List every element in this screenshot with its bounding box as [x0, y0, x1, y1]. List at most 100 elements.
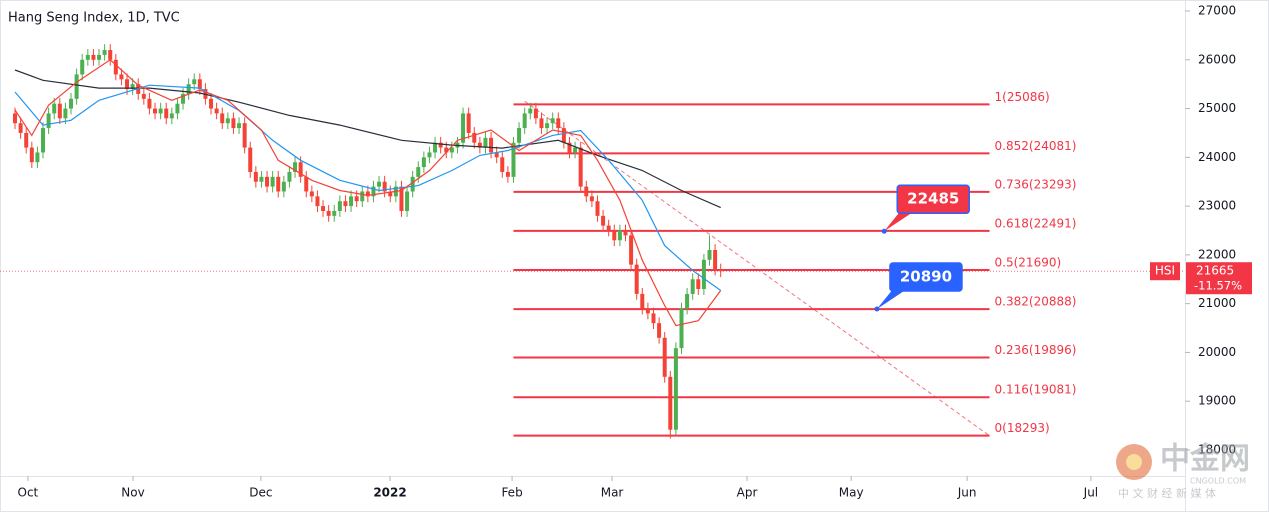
candle-body [629, 235, 634, 265]
candle-body [449, 147, 454, 153]
candle-body [500, 157, 505, 172]
callout-point [881, 228, 887, 234]
candle-body [63, 108, 68, 119]
moving-average [14, 69, 721, 209]
candle-body [595, 201, 600, 216]
candle-body [433, 142, 438, 153]
y-tick-label: 27000 [1198, 4, 1236, 18]
y-tick-label: 23000 [1198, 199, 1236, 213]
y-tick-label: 24000 [1198, 150, 1236, 164]
candle-body [69, 98, 74, 109]
candle-body [668, 376, 673, 430]
candle-body [461, 113, 466, 143]
candle-body [125, 79, 130, 90]
candle-body [209, 98, 214, 109]
candle-body [696, 279, 701, 290]
callout-label: 20890 [900, 268, 952, 286]
candle-body [545, 123, 550, 129]
candle-body [332, 210, 337, 216]
candle-body [584, 186, 589, 197]
candle-body [298, 162, 303, 177]
candle-body [685, 293, 690, 309]
candle-body [550, 118, 555, 124]
watermark-brand: 中金网 [1160, 442, 1250, 477]
candle-body [662, 337, 667, 377]
candle-body [337, 201, 342, 211]
candle-body [522, 113, 527, 129]
candle-body [97, 54, 102, 60]
y-tick-label: 19000 [1198, 394, 1236, 408]
candle-body [713, 249, 718, 270]
candle-body [623, 230, 628, 236]
candle-body [293, 162, 298, 172]
symbol-label: HSI [1155, 264, 1175, 278]
candle-body [511, 142, 516, 177]
moving-average [14, 59, 722, 327]
candle-body [259, 176, 264, 182]
candle-body [35, 152, 40, 163]
candle-body [388, 191, 393, 197]
x-tick-label: Feb [501, 486, 522, 500]
callout-pointer [876, 289, 907, 310]
last-price-label: 21665 [1196, 264, 1234, 278]
plot: 18000 19000 20000 21000 22000 23000 24000 25000… [0, 4, 1236, 500]
fib-label: 0.236(19896) [995, 343, 1077, 357]
watermark-logo-core [1126, 454, 1142, 470]
candle-body [74, 74, 79, 99]
candle-body [130, 84, 135, 90]
candle-body [410, 176, 415, 192]
y-tick-label: 25000 [1198, 101, 1236, 115]
candle-body [57, 103, 62, 119]
candle-body [444, 147, 449, 153]
candle-body [472, 132, 477, 143]
candle-body [438, 142, 443, 148]
watermark-site: CNGOLD.COM [1190, 477, 1246, 486]
candle-body [505, 171, 510, 177]
candle-body [371, 186, 376, 197]
candle-body [281, 181, 286, 192]
candle-body [427, 152, 432, 158]
candle-body [231, 118, 236, 129]
candle-body [220, 113, 225, 124]
x-tick-label: Mar [601, 486, 624, 500]
candle-body [52, 103, 57, 114]
candle-body [377, 181, 382, 187]
candle-body [477, 142, 482, 148]
candle-body [360, 191, 365, 202]
candle-body [46, 113, 51, 129]
candle-body [153, 108, 158, 114]
y-tick-label: 21000 [1198, 296, 1236, 310]
candle-body [494, 152, 499, 158]
candle-body [651, 313, 656, 324]
x-tick-label: 2022 [373, 486, 406, 500]
candle-body [606, 225, 611, 231]
x-tick-label: Oct [18, 486, 39, 500]
candle-body [612, 230, 617, 241]
candle-body [13, 113, 18, 124]
candle-body [85, 54, 90, 60]
y-tick-label: 18000 [1198, 442, 1236, 456]
candle-body [673, 348, 678, 430]
candle-body [349, 196, 354, 207]
candle-body [186, 84, 191, 94]
candle-body [41, 128, 46, 153]
chart-title: Hang Seng Index, 1D, TVC [8, 11, 180, 26]
candle-body [175, 103, 180, 114]
candle-body [365, 191, 370, 197]
moving-average [14, 84, 722, 291]
x-tick-label: May [839, 486, 864, 500]
candle-body [309, 191, 314, 197]
candle-body [237, 123, 242, 129]
y-tick-label: 26000 [1198, 52, 1236, 66]
callout-pointer [884, 211, 915, 232]
candle-body [528, 108, 533, 114]
fib-label: 0.618(22491) [995, 216, 1077, 230]
candle-body [645, 308, 650, 314]
candle-body [29, 147, 34, 163]
candle-body [253, 171, 258, 182]
candle-body [489, 137, 494, 153]
candle-body [141, 93, 146, 99]
